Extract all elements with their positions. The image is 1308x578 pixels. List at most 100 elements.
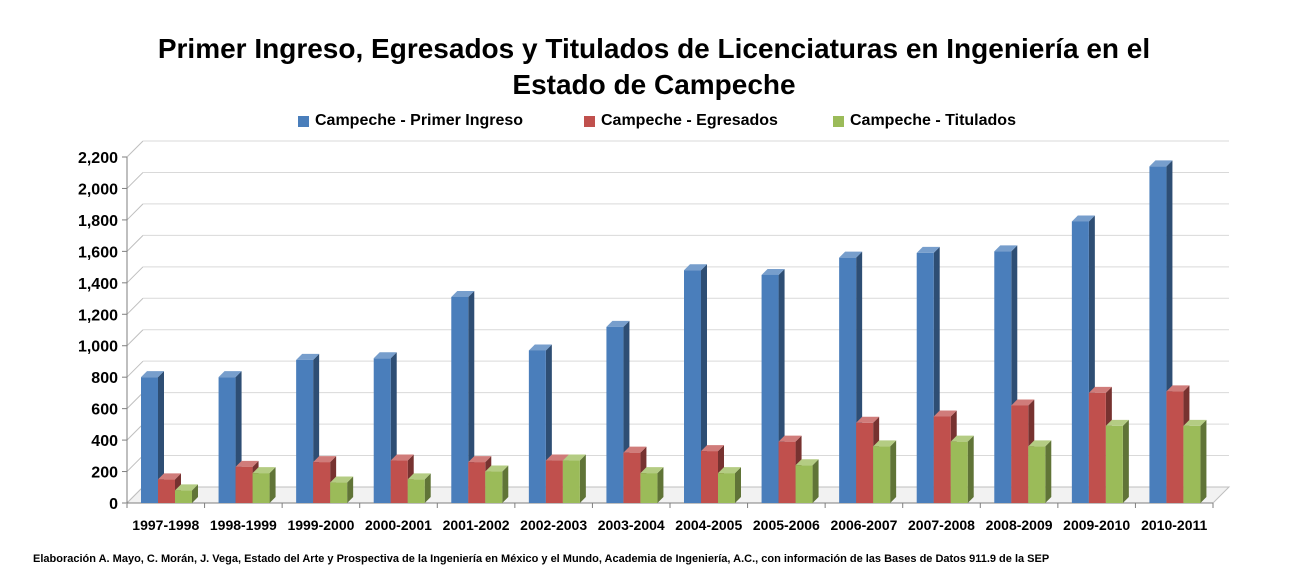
bar-titulados — [252, 473, 270, 503]
x-tick-label: 2009-2010 — [1063, 517, 1130, 533]
bar-egresados-top — [158, 473, 181, 480]
bar-primer-ingreso-top — [218, 371, 242, 378]
x-tick-label: 1998-1999 — [210, 517, 277, 533]
y-tick-label: 200 — [91, 465, 118, 482]
bar-titulados-top — [407, 473, 431, 480]
bar-egresados-top — [778, 435, 802, 442]
bar-primer-ingreso — [296, 359, 314, 503]
bar-egresados — [1088, 392, 1106, 503]
bar-egresados-top — [313, 456, 337, 463]
chart-title-line2: Estado de Campeche — [512, 69, 796, 100]
bar-primer-ingreso-top — [916, 246, 940, 253]
bar-titulados-top — [1183, 419, 1207, 426]
bar-titulados — [562, 460, 580, 503]
gridline-side-10 — [126, 172, 144, 189]
legend-swatch-primer-ingreso — [298, 115, 309, 127]
legend-swatch-egresados — [584, 115, 595, 127]
bar-egresados-top — [701, 445, 724, 452]
bar-primer-ingreso — [994, 251, 1012, 503]
bar-egresados — [468, 462, 486, 503]
bar-titulados-side — [192, 484, 198, 503]
bar-egresados-top — [1166, 385, 1190, 392]
bar-egresados-top — [623, 446, 647, 453]
bar-titulados — [718, 473, 735, 503]
bar-primer-ingreso-top — [684, 264, 707, 271]
bar-titulados — [485, 471, 503, 503]
bar-primer-ingreso-top — [451, 290, 475, 297]
bar-primer-ingreso-top — [1149, 160, 1173, 167]
bar-titulados-side — [347, 476, 354, 503]
bar-egresados — [545, 460, 563, 503]
bar-primer-ingreso-top — [839, 251, 863, 258]
bar-primer-ingreso-top — [606, 320, 630, 327]
legend-swatch-titulados — [833, 115, 844, 127]
chart-floor — [125, 486, 1231, 504]
bar-primer-ingreso — [1149, 166, 1167, 503]
bar-titulados — [640, 473, 658, 503]
bar-titulados-top — [795, 459, 819, 466]
bar-egresados-top — [468, 456, 492, 463]
bar-primer-ingreso — [141, 377, 158, 503]
bar-egresados — [313, 462, 331, 503]
bar-primer-ingreso-side — [701, 264, 707, 503]
bar-titulados-top — [485, 465, 509, 472]
bar-titulados-top — [718, 467, 741, 474]
bar-titulados-side — [269, 467, 276, 503]
bar-primer-ingreso — [916, 252, 934, 503]
bar-titulados-top — [1028, 440, 1052, 447]
gridline-side-4 — [126, 360, 144, 378]
chart-legend: Campeche - Primer Ingreso Campeche - Egr… — [0, 110, 1308, 132]
bar-egresados-top — [390, 454, 414, 461]
x-tick-label: 2008-2009 — [986, 517, 1053, 533]
x-tick-label: 2007-2008 — [908, 517, 975, 533]
bar-primer-ingreso — [684, 270, 701, 503]
bar-primer-ingreso — [761, 274, 779, 503]
bar-titulados-top — [252, 467, 276, 474]
bar-egresados-top — [1088, 386, 1112, 393]
x-tick-label: 2002-2003 — [520, 517, 587, 533]
bar-titulados-side — [657, 467, 664, 503]
gridline-side-7 — [126, 266, 144, 284]
bar-titulados-side — [812, 459, 819, 503]
x-tick-label: 2003-2004 — [598, 517, 665, 533]
bar-titulados-side — [1045, 440, 1052, 503]
bar-titulados-top — [1105, 419, 1129, 426]
y-tick-label: 600 — [91, 402, 118, 419]
chart-title-line1: Primer Ingreso, Egresados y Titulados de… — [157, 33, 1151, 64]
bar-primer-ingreso-top — [528, 344, 552, 351]
bar-egresados — [623, 452, 641, 503]
legend-item-titulados: Campeche - Titulados — [833, 110, 1016, 132]
bar-egresados — [235, 466, 253, 503]
bar-egresados-top — [933, 410, 957, 417]
bar-egresados — [1011, 405, 1029, 503]
x-tick-label: 2006-2007 — [830, 517, 897, 533]
bar-egresados-top — [856, 416, 880, 423]
x-tick-label: 2005-2006 — [753, 517, 820, 533]
bar-primer-ingreso-side — [468, 290, 475, 503]
bar-titulados-side — [1200, 419, 1207, 503]
x-tick-label: 2004-2005 — [675, 517, 742, 533]
bar-titulados — [950, 441, 968, 503]
bar-egresados-top — [1011, 399, 1035, 406]
legend-item-primer-ingreso: Campeche - Primer Ingreso — [298, 110, 523, 132]
bar-titulados-top — [873, 440, 897, 447]
bar-titulados — [1183, 425, 1201, 503]
bar-titulados-top — [562, 454, 586, 461]
bar-titulados — [795, 465, 813, 503]
bar-egresados — [933, 416, 951, 503]
gridline-side-1 — [126, 455, 144, 472]
bar-primer-ingreso-top — [761, 268, 785, 275]
bar-titulados — [873, 446, 891, 503]
bar-primer-ingreso — [218, 377, 236, 503]
legend-label-primer-ingreso: Campeche - Primer Ingreso — [315, 112, 524, 129]
bar-primer-ingreso-side — [158, 371, 164, 503]
bar-titulados — [407, 479, 425, 503]
bar-egresados — [856, 422, 874, 503]
bar-titulados — [1105, 425, 1123, 503]
gridline-side-5 — [126, 329, 144, 347]
bar-egresados-top — [545, 454, 569, 461]
y-tick-label: 0 — [109, 496, 118, 513]
bar-titulados — [175, 490, 192, 503]
y-tick-label: 1,200 — [78, 307, 118, 324]
bar-titulados-side — [890, 440, 897, 503]
